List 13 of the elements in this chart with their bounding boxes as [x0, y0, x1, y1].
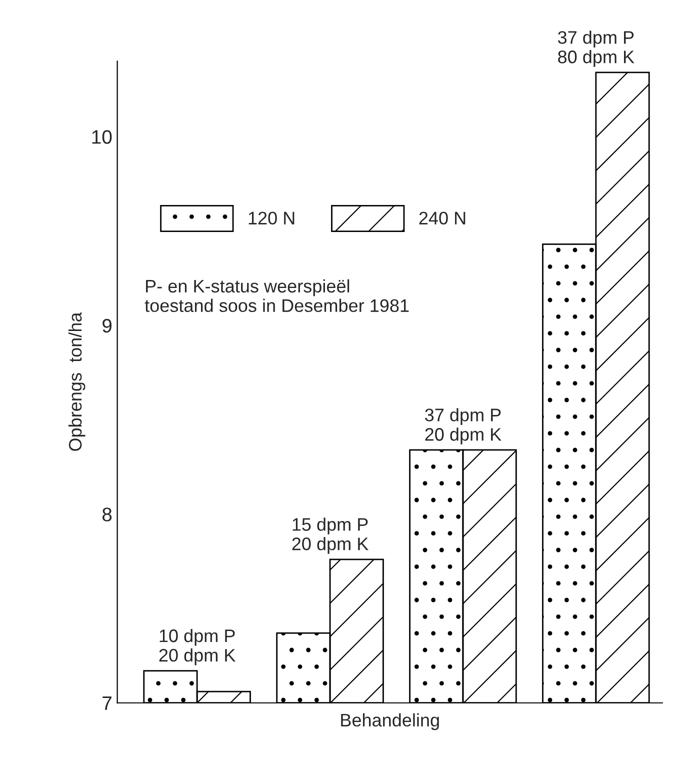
y-tick-label: 10 — [92, 130, 112, 144]
y-axis-title: Opbrengs ton/ha — [68, 312, 86, 451]
legend-label: 120 N — [248, 212, 294, 224]
annotation: 10 dpm P 20 dpm K — [159, 628, 236, 666]
annotation: 37 dpm P 20 dpm K — [425, 408, 502, 444]
annotation: 37 dpm P 80 dpm K — [558, 30, 634, 67]
legend-label: 240 N — [419, 212, 466, 224]
y-tick-label: 7 — [102, 696, 112, 710]
y-tick-label: 9 — [102, 318, 112, 333]
annotation: P- en K-status weerspieël toestand soos in Desember 1981 — [144, 279, 409, 312]
y-tick-label: 8 — [102, 508, 112, 522]
x-axis-title: Behandeling — [341, 713, 439, 730]
annotation: 15 dpm P 20 dpm K — [292, 518, 368, 554]
